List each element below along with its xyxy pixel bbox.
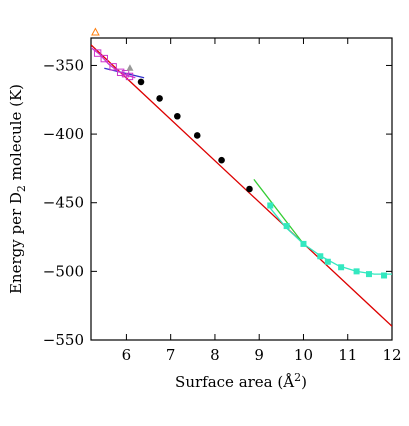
lines-layer [91, 44, 392, 327]
fit-line [91, 44, 392, 327]
fit-line [253, 179, 305, 245]
data-point [218, 156, 225, 164]
data-point [324, 258, 331, 265]
data-point [193, 132, 201, 139]
data-point [156, 95, 163, 102]
data-point [365, 271, 372, 278]
x-tick-label: 12 [382, 346, 401, 364]
data-point [300, 240, 307, 247]
data-point [126, 64, 134, 71]
x-tick-label: 8 [210, 346, 220, 364]
data-point [125, 72, 134, 81]
data-point [353, 268, 360, 275]
fit-line [269, 207, 392, 275]
data-point [116, 68, 125, 77]
y-tick-label: −500 [43, 262, 84, 280]
y-tick-label: −400 [43, 125, 84, 143]
x-tick-label: 9 [254, 346, 264, 364]
y-tick-label: −550 [43, 331, 84, 349]
fit-line [91, 47, 136, 79]
data-point [338, 264, 345, 271]
data-point [174, 112, 181, 120]
data-point [93, 49, 102, 57]
data-point [100, 54, 108, 63]
ticks-layer: 6 7 8 9 10 11 12 −350 −400 −450 −500 −550 [43, 38, 402, 364]
x-tick-label: 6 [122, 346, 132, 364]
data-point [137, 78, 145, 86]
x-axis-title: Surface area (Å2) [175, 371, 307, 391]
data-point [109, 63, 117, 71]
x-tick-label: 10 [294, 346, 313, 364]
x-tick-label: 7 [166, 346, 176, 364]
data-point [381, 272, 388, 279]
y-tick-label: −350 [43, 56, 84, 74]
x-tick-label: 11 [338, 346, 357, 364]
plot-frame [90, 37, 393, 341]
points-layer [91, 27, 388, 279]
y-axis-title: Energy per D2 molecule (K) [7, 84, 28, 294]
data-point [91, 27, 100, 36]
data-point [267, 202, 274, 209]
data-point [317, 253, 324, 260]
data-point [246, 185, 253, 193]
y-tick-label: −450 [43, 194, 84, 212]
data-point [283, 223, 290, 230]
